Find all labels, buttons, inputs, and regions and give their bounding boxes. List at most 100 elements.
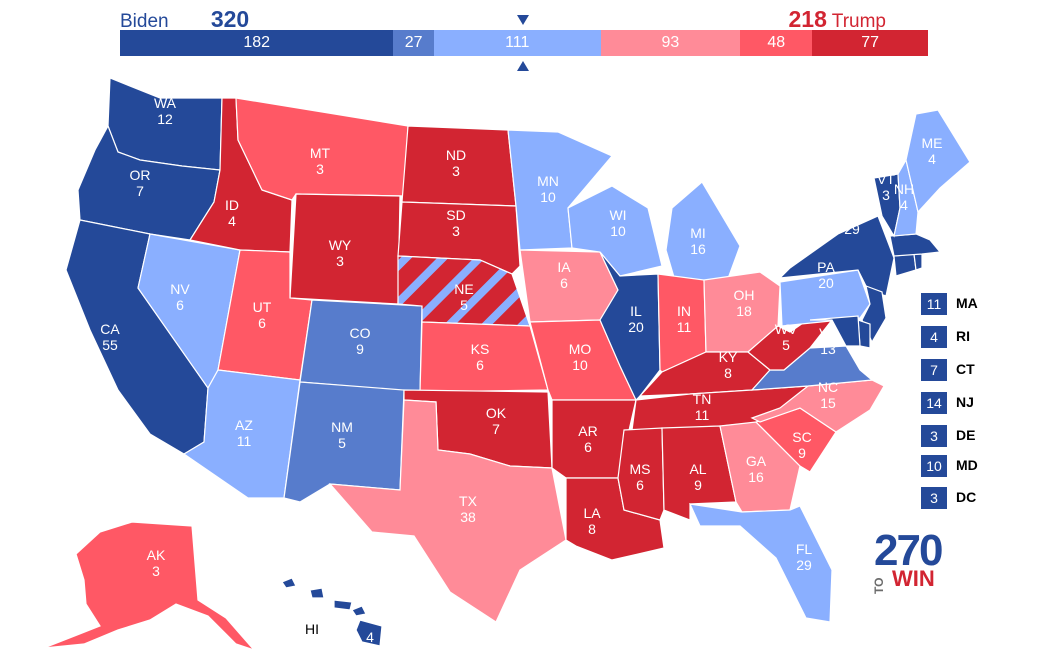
small-state-ev-box: 3 xyxy=(920,486,948,510)
small-state-ev-box: 10 xyxy=(920,454,948,478)
state-label-MN: MN xyxy=(537,173,559,189)
state-RI[interactable] xyxy=(913,253,923,271)
state-ev-LA: 8 xyxy=(588,521,596,537)
state-label-WV: WV xyxy=(775,321,798,337)
state-label-AR: AR xyxy=(578,423,597,439)
state-ev-MS: 6 xyxy=(636,477,644,493)
state-label-SD: SD xyxy=(446,207,465,223)
state-ev-OH: 18 xyxy=(736,303,752,319)
state-ev-WY: 3 xyxy=(336,253,344,269)
state-label-MT: MT xyxy=(310,145,331,161)
state-label-NM: NM xyxy=(331,419,353,435)
state-ev-TN: 11 xyxy=(695,407,710,423)
state-label-AL: AL xyxy=(689,461,706,477)
state-ev-WI: 10 xyxy=(610,223,626,239)
biden-total: 320 xyxy=(210,6,250,32)
state-label-OH: OH xyxy=(734,287,755,303)
state-CT[interactable] xyxy=(893,253,917,277)
small-state-abbr: DE xyxy=(956,427,976,443)
state-label-ME: ME xyxy=(922,135,943,151)
state-label-IA: IA xyxy=(557,259,571,275)
small-state-abbr: DC xyxy=(956,489,977,505)
state-ev-WA: 12 xyxy=(157,111,173,127)
bar-segment: 27 xyxy=(393,30,434,56)
state-ev-HI: 4 xyxy=(366,629,374,645)
state-WI[interactable] xyxy=(567,185,663,277)
state-ev-CA: 55 xyxy=(102,337,118,353)
state-label-VA: VA xyxy=(819,325,837,341)
logo-win: WIN xyxy=(892,566,935,591)
state-KS[interactable] xyxy=(419,321,549,393)
state-ev-NC: 15 xyxy=(820,395,836,411)
electoral-header: Biden 320 218 Trump 182 27 111 93 48 77 xyxy=(0,0,1050,80)
state-label-TN: TN xyxy=(693,391,712,407)
state-label-KS: KS xyxy=(471,341,490,357)
state-ev-AZ: 11 xyxy=(237,433,252,449)
state-ev-NH: 4 xyxy=(900,197,908,213)
state-label-AZ: AZ xyxy=(235,417,253,433)
state-AK[interactable] xyxy=(43,521,256,652)
state-label-MI: MI xyxy=(690,225,706,241)
state-ev-ME: 4 xyxy=(928,151,936,167)
state-TX[interactable] xyxy=(328,399,567,623)
state-ME[interactable] xyxy=(905,109,971,214)
state-label-ID: ID xyxy=(225,197,239,213)
state-ev-MT: 3 xyxy=(316,161,324,177)
state-ev-PA: 20 xyxy=(818,275,834,291)
state-ev-IL: 20 xyxy=(628,319,644,335)
state-ev-SC: 9 xyxy=(798,445,806,461)
midpoint-marker-top xyxy=(517,15,529,25)
trump-name: Trump xyxy=(831,11,886,32)
state-ev-NV: 6 xyxy=(176,297,184,313)
state-ev-MN: 10 xyxy=(540,189,556,205)
state-ev-CO: 9 xyxy=(356,341,364,357)
bar-segment: 93 xyxy=(600,30,741,56)
state-label-IN: IN xyxy=(677,303,691,319)
state-MA[interactable] xyxy=(889,233,942,257)
state-label-GA: GA xyxy=(746,453,767,469)
bar-segment: 48 xyxy=(740,30,813,56)
small-state-abbr: CT xyxy=(956,361,975,377)
small-state-ev-box: 7 xyxy=(920,358,948,382)
state-ev-MO: 10 xyxy=(572,357,588,373)
state-label-VT: VT xyxy=(877,171,895,187)
state-label-UT: UT xyxy=(253,299,272,315)
state-label-FL: FL xyxy=(796,541,813,557)
us-electoral-map: WA12OR7CA55NV6ID4MT3WY3UT6AZ11CO9NM5ND3S… xyxy=(43,77,971,652)
state-label-WY: WY xyxy=(329,237,352,253)
state-label-TX: TX xyxy=(459,493,478,509)
small-state-abbr: RI xyxy=(956,328,970,344)
state-MD[interactable] xyxy=(809,315,861,347)
state-label-ND: ND xyxy=(446,147,466,163)
bar-segment: 77 xyxy=(812,30,928,56)
state-FL[interactable] xyxy=(688,503,833,623)
state-ev-ND: 3 xyxy=(452,163,460,179)
small-state-ev-box: 14 xyxy=(920,391,948,415)
state-ev-OK: 7 xyxy=(492,421,500,437)
state-label-KY: KY xyxy=(719,349,738,365)
270towin-logo: 270 TO WIN xyxy=(872,526,952,596)
state-PA[interactable] xyxy=(779,269,871,327)
small-state-ev-box: 11 xyxy=(920,292,948,316)
state-label-MS: MS xyxy=(630,461,651,477)
small-state-abbr: NJ xyxy=(956,394,974,410)
state-ev-IN: 11 xyxy=(677,319,692,335)
state-HI[interactable] xyxy=(281,577,383,647)
bar-segment: 182 xyxy=(120,30,394,56)
state-ev-AR: 6 xyxy=(584,439,592,455)
state-label-CA: CA xyxy=(100,321,120,337)
state-label-NY: NY xyxy=(842,205,862,221)
state-label-WA: WA xyxy=(154,95,177,111)
small-state-abbr: MA xyxy=(956,295,978,311)
state-IL[interactable] xyxy=(599,251,661,402)
small-state-ev-box: 4 xyxy=(920,325,948,349)
state-ev-AL: 9 xyxy=(694,477,702,493)
state-ev-NE: 5 xyxy=(460,297,468,313)
state-ev-WV: 5 xyxy=(782,337,790,353)
state-NY[interactable] xyxy=(778,215,895,297)
state-ev-IA: 6 xyxy=(560,275,568,291)
state-NC[interactable] xyxy=(750,379,885,433)
state-ev-ID: 4 xyxy=(228,213,236,229)
midpoint-marker-bottom xyxy=(517,61,529,71)
state-ev-AK: 3 xyxy=(152,563,160,579)
